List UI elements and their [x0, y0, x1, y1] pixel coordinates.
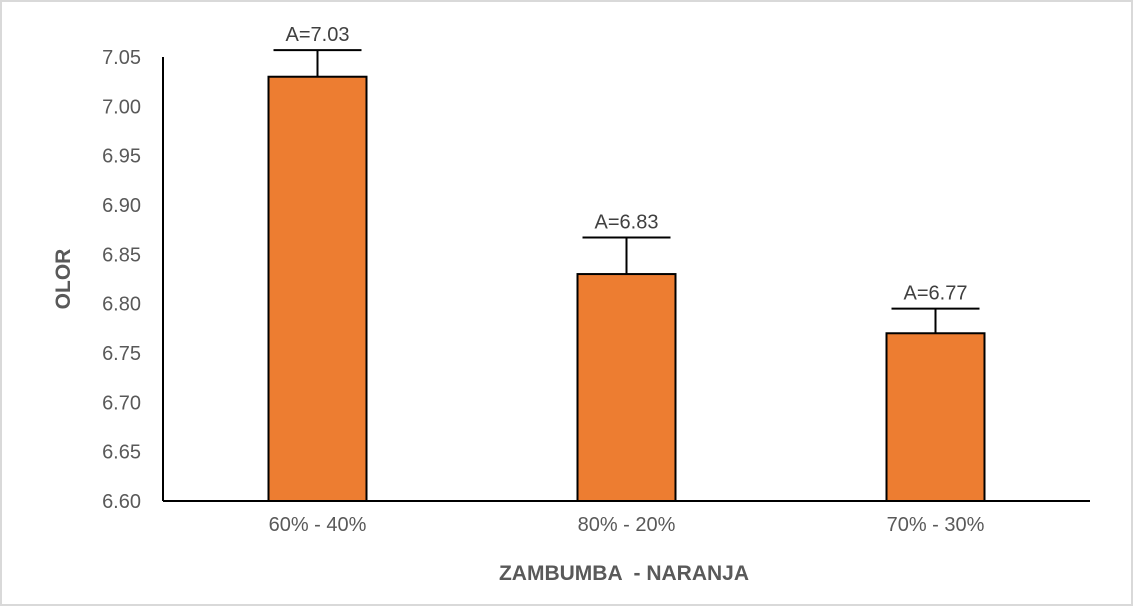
- y-tick-label: 6.80: [102, 294, 141, 316]
- y-tick-label: 6.95: [102, 146, 141, 168]
- y-tick-label: 6.90: [102, 195, 141, 217]
- bar: [885, 332, 986, 502]
- x-axis-categories: 60% - 40% 80% - 20% 70% - 30%: [269, 514, 985, 536]
- data-label: A=7.03: [286, 24, 350, 46]
- x-axis-title: ZAMBUMBA - NARANJA: [499, 562, 749, 585]
- x-tick-label: 70% - 30%: [887, 514, 985, 536]
- y-tick-label: 6.65: [102, 442, 141, 464]
- y-tick-label: 7.00: [102, 96, 141, 118]
- y-tick-label: 6.85: [102, 244, 141, 266]
- y-tick-label: 6.60: [102, 491, 141, 513]
- bar: [267, 75, 368, 502]
- x-tick-label: 80% - 20%: [578, 514, 676, 536]
- bar: [576, 273, 677, 503]
- y-axis-ticks: 6.60 6.65 6.70 6.75 6.80 6.85 6.90 6.95 7.00 7.05: [102, 47, 141, 513]
- x-tick-label: 60% - 40%: [269, 514, 367, 536]
- y-tick-label: 7.05: [102, 47, 141, 69]
- error-bars: [273, 49, 980, 334]
- bars: [267, 75, 986, 503]
- data-labels: A=7.03 A=6.83 A=6.77: [286, 24, 968, 305]
- y-tick-label: 6.75: [102, 343, 141, 365]
- y-axis-title: OLOR: [52, 249, 75, 310]
- y-tick-label: 6.70: [102, 392, 141, 414]
- data-label: A=6.83: [595, 212, 659, 234]
- data-label: A=6.77: [904, 283, 968, 305]
